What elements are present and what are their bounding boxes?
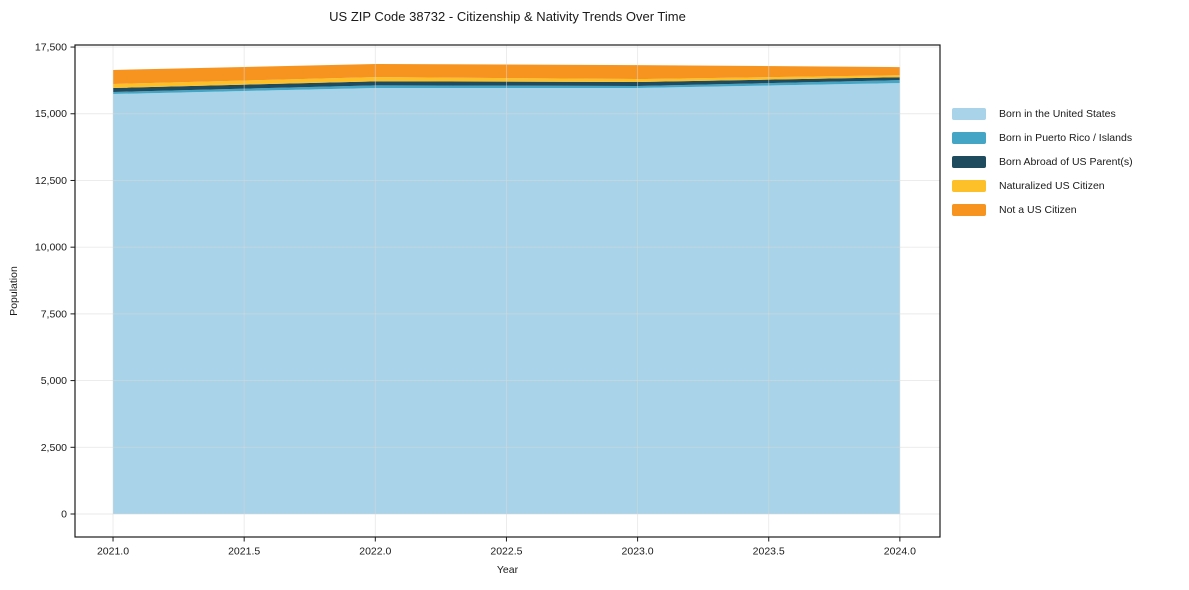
legend-swatch: [952, 204, 986, 216]
tick-marks: [70, 46, 901, 542]
x-tick-label: 2022.5: [490, 546, 522, 558]
legend-item-1: Born in Puerto Rico / Islands: [952, 126, 1133, 150]
legend-label: Naturalized US Citizen: [999, 180, 1105, 192]
plot-border: [74, 44, 941, 538]
tick-labels: 2021.0 2021.5 2022.0 2022.5 2023.0 2023.5 2024…: [35, 42, 916, 558]
y-tick-label: 10,000: [35, 242, 67, 254]
y-tick-label: 15,000: [35, 108, 67, 120]
legend-label: Born in the United States: [999, 108, 1116, 120]
y-tick-label: 0: [61, 508, 67, 520]
legend-item-4: Not a US Citizen: [952, 198, 1133, 222]
x-tick-label: 2021.5: [228, 546, 260, 558]
legend-swatch: [952, 156, 986, 168]
x-tick-label: 2024.0: [884, 546, 916, 558]
y-tick-label: 7,500: [41, 308, 67, 320]
y-tick-label: 17,500: [35, 42, 67, 54]
legend-label: Not a US Citizen: [999, 204, 1077, 216]
x-tick-label: 2022.0: [359, 546, 391, 558]
chart-title: US ZIP Code 38732 - Citizenship & Nativi…: [329, 9, 686, 24]
legend-swatch: [952, 108, 986, 120]
y-tick-label: 5,000: [41, 375, 67, 387]
y-axis-label: Population: [8, 266, 20, 316]
legend-swatch: [952, 132, 986, 144]
y-tick-label: 2,500: [41, 442, 67, 454]
gridlines: [75, 45, 940, 537]
legend: Born in the United States Born in Puerto …: [952, 102, 1133, 222]
legend-item-0: Born in the United States: [952, 102, 1133, 126]
y-tick-label: 12,500: [35, 175, 67, 187]
legend-label: Born Abroad of US Parent(s): [999, 156, 1133, 168]
legend-label: Born in Puerto Rico / Islands: [999, 132, 1133, 144]
x-tick-label: 2021.0: [97, 546, 129, 558]
x-tick-label: 2023.5: [753, 546, 785, 558]
x-axis-label: Year: [496, 564, 519, 576]
legend-swatch: [952, 180, 986, 192]
legend-item-2: Born Abroad of US Parent(s): [952, 150, 1133, 174]
legend-item-3: Naturalized US Citizen: [952, 174, 1133, 198]
x-tick-label: 2023.0: [622, 546, 654, 558]
